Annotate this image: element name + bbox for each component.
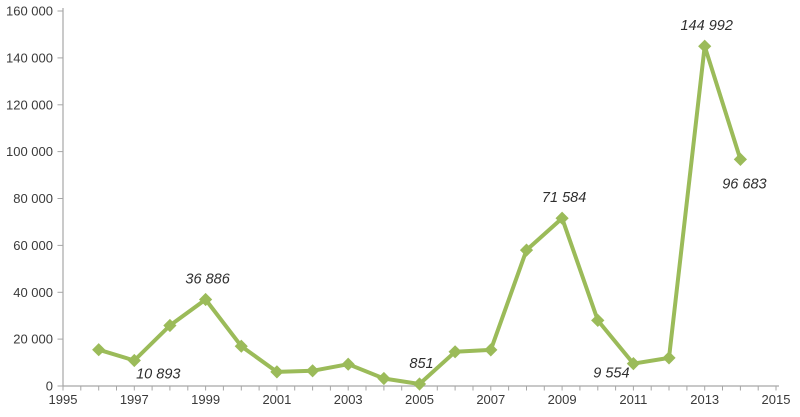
svg-text:60 000: 60 000: [13, 238, 53, 253]
svg-text:2005: 2005: [405, 392, 434, 407]
svg-text:2013: 2013: [690, 392, 719, 407]
svg-text:100 000: 100 000: [6, 144, 53, 159]
svg-text:851: 851: [409, 356, 433, 372]
svg-text:144 992: 144 992: [680, 18, 732, 34]
svg-text:140 000: 140 000: [6, 50, 53, 65]
svg-text:1995: 1995: [49, 392, 78, 407]
svg-text:1999: 1999: [191, 392, 220, 407]
svg-text:80 000: 80 000: [13, 191, 53, 206]
svg-text:40 000: 40 000: [13, 285, 53, 300]
svg-text:2009: 2009: [548, 392, 577, 407]
svg-text:160 000: 160 000: [6, 4, 53, 19]
svg-text:10 893: 10 893: [136, 367, 180, 383]
svg-text:36 886: 36 886: [185, 272, 230, 288]
svg-text:0: 0: [46, 379, 53, 394]
svg-text:2007: 2007: [476, 392, 505, 407]
svg-text:2011: 2011: [619, 392, 647, 407]
svg-text:120 000: 120 000: [6, 97, 53, 112]
svg-text:2003: 2003: [334, 392, 363, 407]
svg-text:9 554: 9 554: [593, 366, 629, 382]
svg-text:20 000: 20 000: [13, 332, 53, 347]
svg-text:2001: 2001: [262, 392, 291, 407]
svg-text:2015: 2015: [762, 392, 791, 407]
svg-text:1997: 1997: [120, 392, 149, 407]
svg-text:96 683: 96 683: [722, 176, 766, 192]
svg-text:71 584: 71 584: [542, 190, 586, 206]
